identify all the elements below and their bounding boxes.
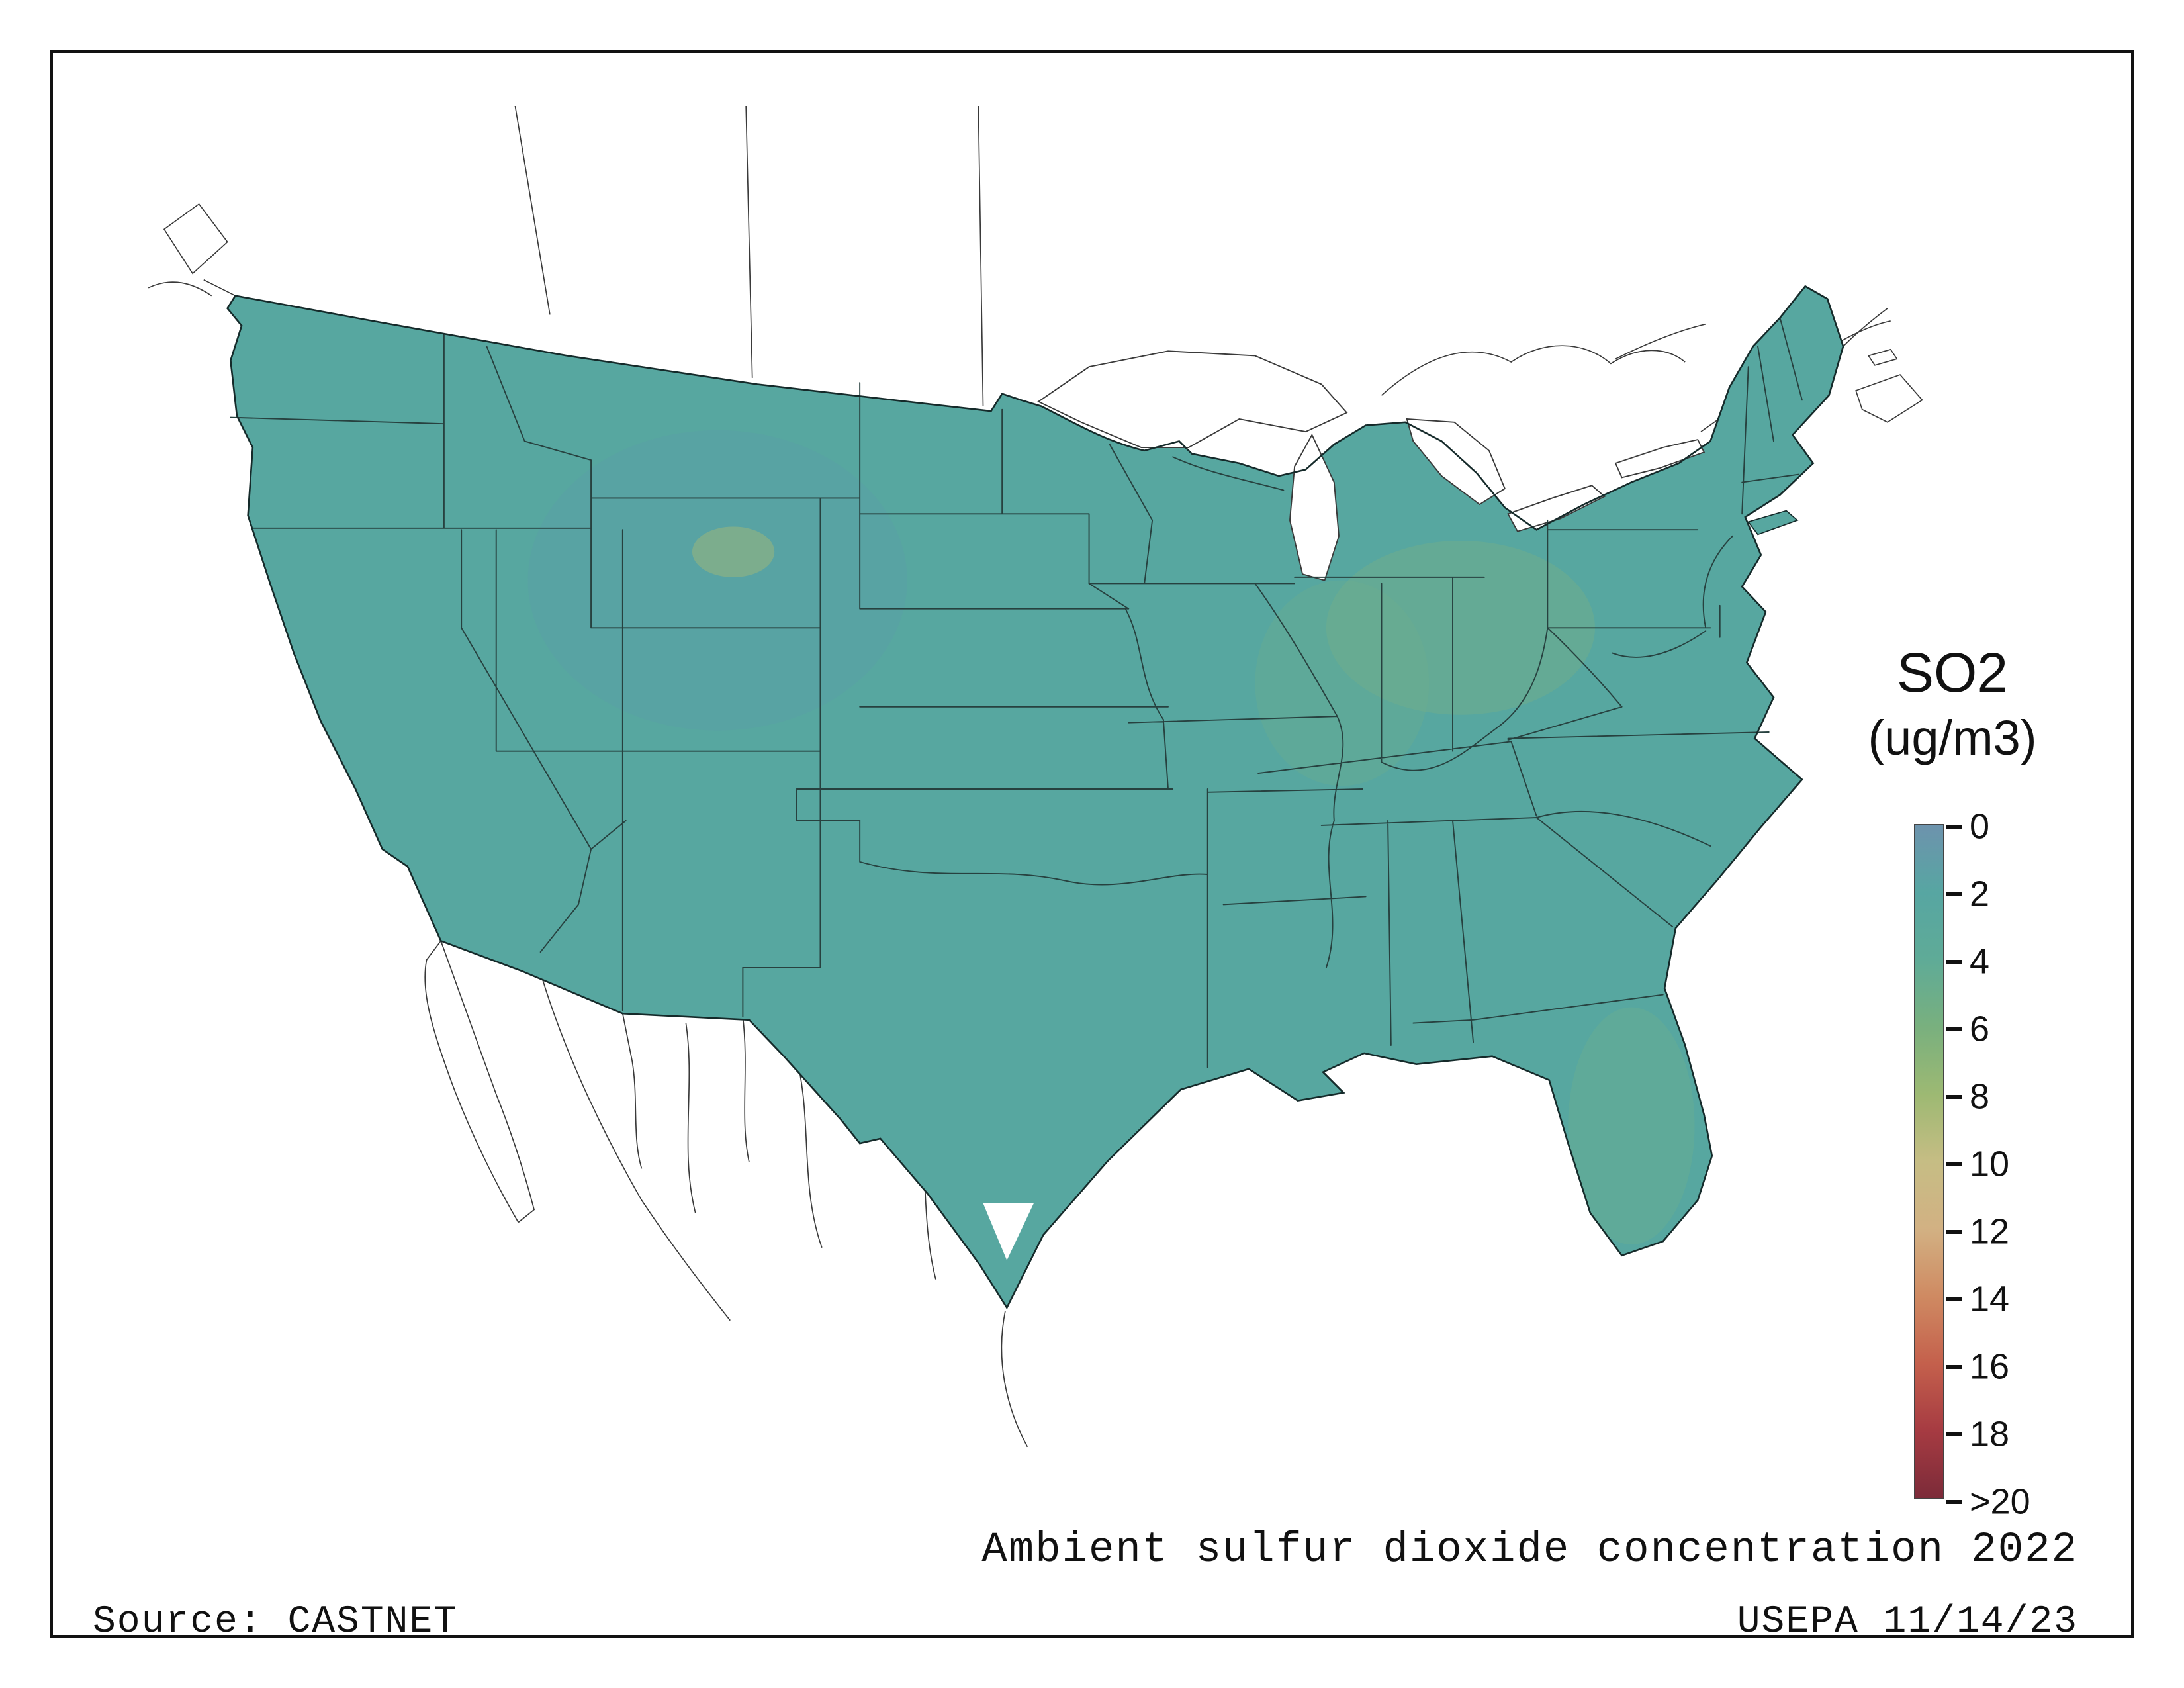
long-island xyxy=(1747,510,1799,536)
credit-text: USEPA 11/14/23 xyxy=(1737,1601,2078,1644)
tick-mark xyxy=(1946,824,1962,829)
tick-mark xyxy=(1946,1432,1962,1436)
mexico-outlines xyxy=(424,940,1028,1448)
lake-superior xyxy=(1037,350,1348,448)
source-text: Source: CASTNET xyxy=(93,1601,459,1644)
tick-mark xyxy=(1946,1162,1962,1166)
mexico-coast xyxy=(539,972,1028,1448)
tick-label: 2 xyxy=(1970,874,1990,914)
nova-scotia xyxy=(1855,374,1923,423)
tick-mark xyxy=(1946,1094,1962,1099)
canada-province-borders xyxy=(514,106,984,406)
colorbar-tick: 10 xyxy=(1946,1142,2010,1184)
tick-mark xyxy=(1946,1499,1962,1504)
tick-label: 8 xyxy=(1970,1076,1990,1117)
tick-label: 10 xyxy=(1970,1144,2010,1184)
colorbar-tick: >20 xyxy=(1946,1479,2030,1522)
ohio-valley-tint xyxy=(1326,540,1595,715)
tick-label: 16 xyxy=(1970,1346,2010,1387)
illinois-tint xyxy=(1255,580,1430,786)
tick-label: >20 xyxy=(1970,1481,2030,1522)
tick-label: 12 xyxy=(1970,1211,2010,1252)
tick-mark xyxy=(1946,892,1962,896)
prince-edward-island xyxy=(1867,348,1898,366)
tick-mark xyxy=(1946,1027,1962,1031)
lake-erie xyxy=(1507,485,1606,532)
tick-mark xyxy=(1946,1297,1962,1301)
vancouver-island xyxy=(163,203,228,275)
lake-huron xyxy=(1406,418,1506,506)
figure-caption: Ambient sulfur dioxide concentration 202… xyxy=(981,1526,2078,1574)
great-lakes xyxy=(1037,350,1706,581)
state-boundaries xyxy=(230,317,1803,1068)
us-so2-map xyxy=(148,106,1923,1448)
us-surface xyxy=(227,286,1844,1308)
colorbar-tick: 4 xyxy=(1946,939,1990,982)
rockies-tint xyxy=(527,430,907,731)
colorbar-tick: 0 xyxy=(1946,804,1990,847)
legend-title: SO2 xyxy=(1896,641,2009,704)
colorbar-tick: 2 xyxy=(1946,872,1990,914)
tick-label: 6 xyxy=(1970,1009,1990,1049)
south-texas-nodata-notch xyxy=(983,1203,1034,1260)
colorbar xyxy=(1914,824,1944,1499)
legend-units: (ug/m3) xyxy=(1868,710,2037,765)
colorbar-tick: 12 xyxy=(1946,1209,2010,1252)
florida-tint xyxy=(1568,1007,1695,1244)
figure-border xyxy=(50,50,2134,1638)
colorbar-tick: 6 xyxy=(1946,1007,1990,1049)
wyoming-tint xyxy=(692,526,775,577)
colorbar-tick: 16 xyxy=(1946,1344,2010,1387)
tick-label: 18 xyxy=(1970,1414,2010,1454)
tick-label: 4 xyxy=(1970,941,1990,982)
tick-label: 0 xyxy=(1970,806,1990,847)
colorbar-tick: 14 xyxy=(1946,1277,2010,1319)
us-outline xyxy=(226,285,1844,1310)
colorbar-tick: 8 xyxy=(1946,1074,1990,1117)
lake-ontario xyxy=(1614,438,1706,479)
tick-mark xyxy=(1946,959,1962,964)
baja-california xyxy=(424,940,535,1223)
tick-mark xyxy=(1946,1229,1962,1234)
tick-mark xyxy=(1946,1364,1962,1369)
colorbar-tick: 18 xyxy=(1946,1412,2010,1454)
tick-label: 14 xyxy=(1970,1279,2010,1319)
